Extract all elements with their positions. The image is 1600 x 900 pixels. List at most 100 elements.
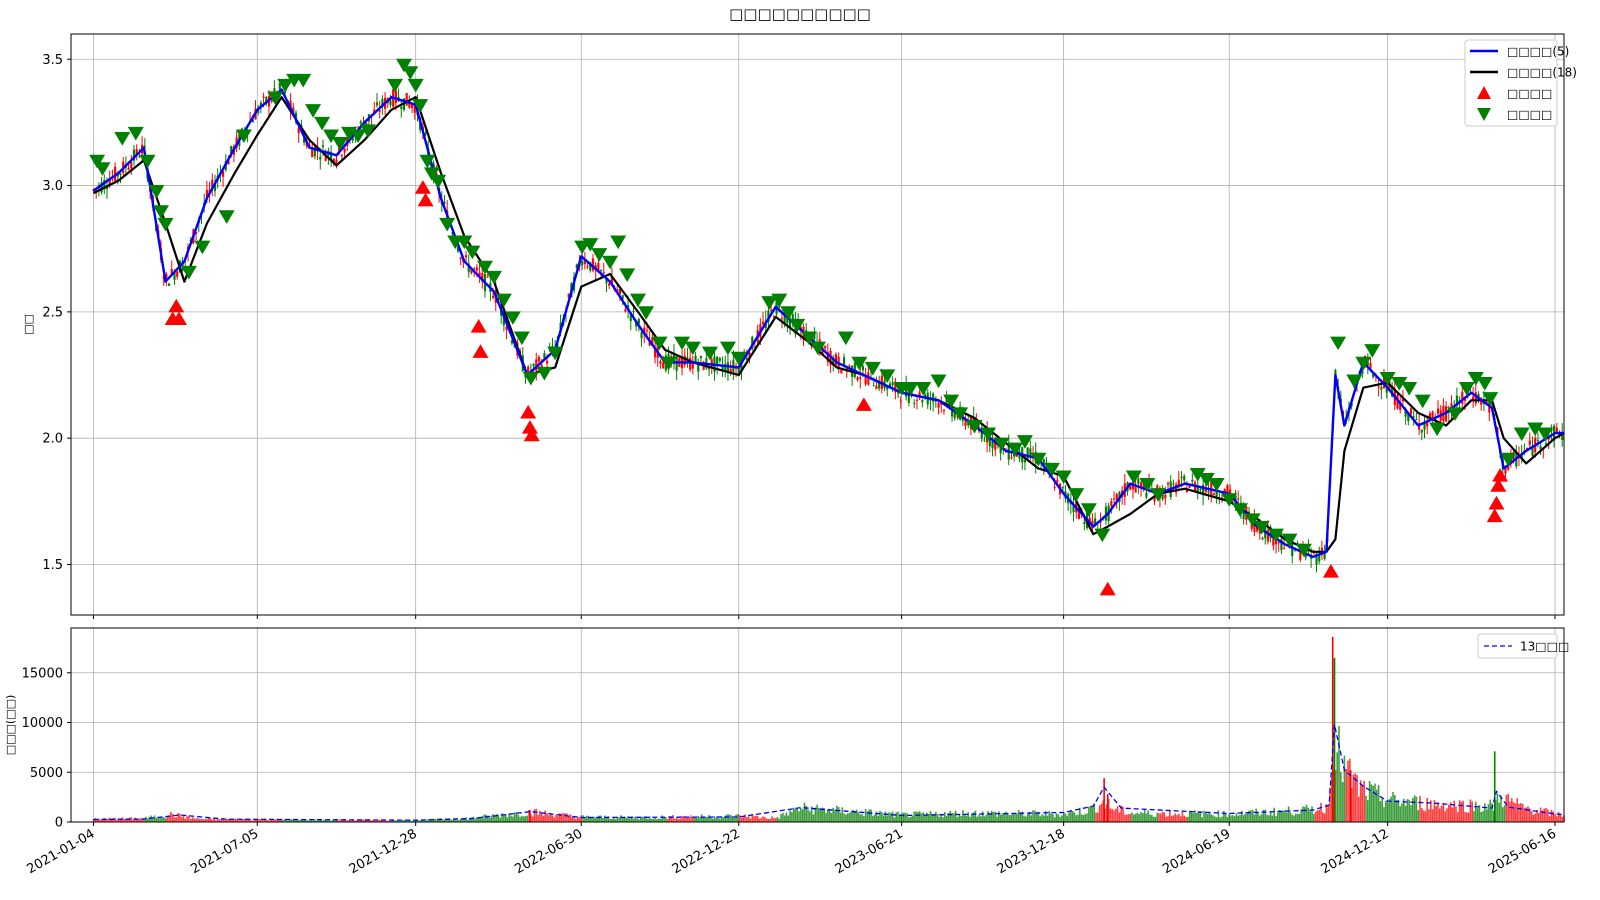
volume-bar [344,820,347,822]
volume-bar [1385,800,1387,822]
volume-bar [281,820,284,822]
volume-bar [969,816,971,822]
candle-body [537,356,541,362]
candle-body [408,101,411,108]
volume-bar [1073,812,1076,822]
candle-body [1072,505,1075,513]
volume-bar [1167,816,1169,822]
volume-bar [1420,808,1423,822]
volume-bar [155,817,158,822]
volume-bar [1082,815,1085,822]
sell-signal-marker [1414,394,1431,409]
candle-body [591,258,595,271]
volume-bar [629,818,631,822]
volume-bar [1215,817,1218,822]
volume-bar [1098,805,1101,822]
volume-bar [105,818,107,822]
volume-bar [1523,807,1526,822]
volume-bar [1037,811,1040,822]
candle-body [1177,479,1180,486]
volume-bar [864,809,867,822]
volume-bar [517,814,520,822]
volume-bar [1210,814,1213,822]
candle-body [610,277,613,285]
volume-bar [1057,814,1060,822]
candle-body [303,137,306,143]
volume-bar [900,813,903,822]
candle-body [127,167,130,170]
volume-bar [240,819,242,822]
candle-body [332,158,335,164]
volume-bar [976,816,979,822]
volume-bar [153,815,156,822]
candle-body [575,264,578,268]
candle-body [1315,553,1318,565]
volume-bar [989,813,991,822]
candle-body [988,437,991,447]
volume-bar [665,817,667,822]
sell-signal-marker [629,293,646,308]
volume-bar [499,817,502,822]
volume-bar [483,814,485,822]
volume-legend: 13□□□ [1477,633,1569,659]
volume-bar [1260,814,1263,822]
candle-body [608,283,611,286]
candle-body [378,110,381,112]
sell-signal-marker [522,371,539,386]
buy-signal-marker [470,319,487,333]
candle-body [937,403,940,408]
volume-bar [1318,809,1321,822]
volume-bar [386,820,388,822]
volume-bar [139,818,142,822]
candle-body [1004,451,1008,453]
volume-bar [1429,800,1432,822]
volume-bar [657,818,660,822]
volume-bar [1480,811,1483,822]
volume-bar [252,820,255,822]
volume-bar [1079,807,1081,822]
volume-bar [202,819,205,822]
volume-bar [458,820,460,822]
candle-body [1137,479,1140,484]
sell-signal-marker [1467,371,1484,386]
volume-bar [692,817,694,822]
volume-bar [1332,769,1335,822]
volume-bar [146,818,149,822]
volume-bar [706,816,709,822]
volume-bar [1001,813,1004,822]
volume-bar [378,819,381,822]
volume-bar [1287,806,1290,822]
volume-bar [749,818,752,822]
volume-bar [661,815,664,822]
volume-bar [863,816,865,822]
sell-signal-marker [701,346,718,361]
candle-body [594,264,597,270]
sell-signal-marker [194,240,211,255]
candle-body [473,268,476,270]
volume-bar [1438,808,1441,822]
volume-bar [1044,810,1047,822]
volume-bar [238,820,241,822]
volume-tick-label: 10000 [22,716,63,731]
volume-bar [560,813,563,822]
volume-bar [107,818,109,822]
candle-body [645,330,649,332]
volume-bar [1546,809,1549,822]
volume-bar [1259,815,1261,822]
volume-bar [1286,812,1288,822]
volume-bar [1190,811,1193,822]
volume-bar [1206,814,1209,822]
volume-bar [184,818,187,822]
volume-bar [1368,780,1371,822]
volume-bar [1052,814,1054,822]
volume-bar [323,819,325,822]
ma18-line [93,96,1565,553]
volume-bar [1336,752,1339,822]
sell-signal-marker [476,260,493,275]
volume-bar [1518,803,1520,822]
volume-bar [618,817,620,822]
volume-bar [143,819,145,822]
candle-body [435,172,438,176]
volume-bar [1160,813,1162,822]
candle-body [994,438,997,450]
